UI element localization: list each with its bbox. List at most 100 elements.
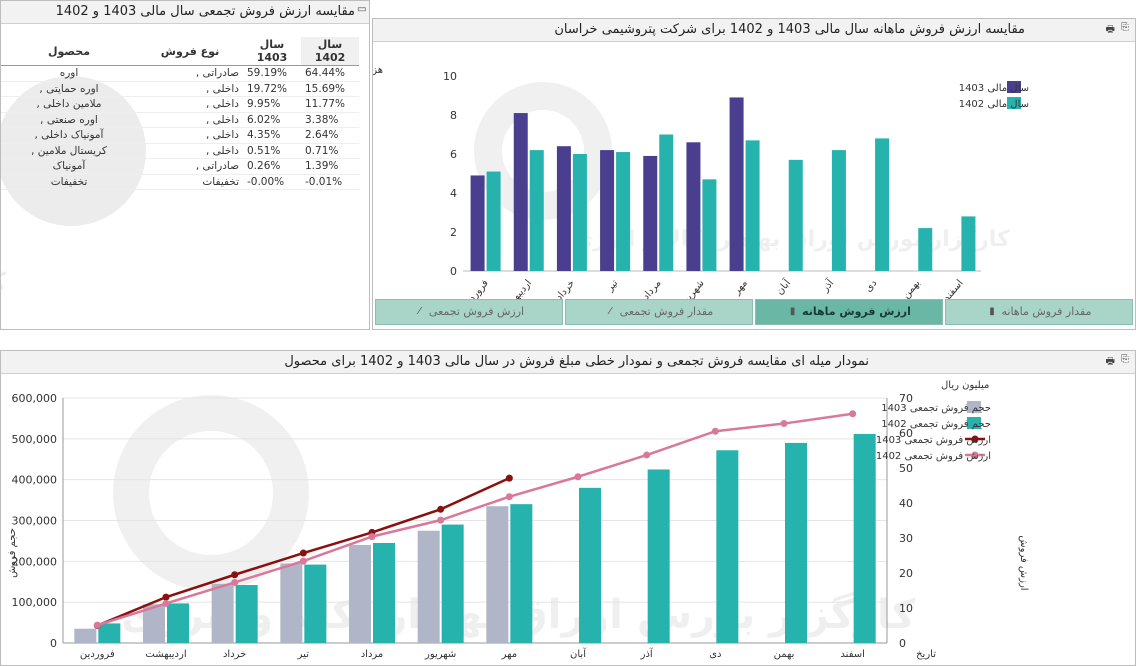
point-cumulative-1402 bbox=[231, 578, 239, 586]
bar-1402 bbox=[918, 228, 933, 271]
cell-sale-type: داخلی , bbox=[137, 143, 243, 159]
y-tick-label: 6 bbox=[450, 148, 457, 161]
line-cumulative-1402 bbox=[96, 412, 853, 627]
bar-1402 bbox=[831, 150, 846, 271]
point-cumulative-1402 bbox=[162, 599, 170, 607]
bar-1402 bbox=[702, 179, 717, 271]
bar-cumulative-1403 bbox=[211, 583, 234, 643]
legend-swatch-marker bbox=[971, 451, 979, 459]
print-icon[interactable]: 🖶 bbox=[1105, 356, 1115, 367]
line-chart-icon: ⁄ bbox=[418, 306, 421, 317]
legend-label: سال مالی 1402 bbox=[959, 99, 1029, 110]
x-tick-label: مرداد bbox=[361, 649, 384, 660]
y-left-axis-label: حجم فروش bbox=[7, 528, 18, 578]
point-cumulative-1402 bbox=[437, 516, 445, 524]
panel-menu-icon[interactable]: ▭ bbox=[357, 4, 367, 15]
x-tick-label: آذر bbox=[640, 647, 654, 660]
tab-3[interactable]: مقدار فروش تجمعی ⁄ bbox=[565, 299, 753, 325]
x-tick-label: اسفند bbox=[840, 649, 864, 660]
bar-cumulative-1402 bbox=[235, 585, 258, 643]
cell-product: کریستال ملامین , bbox=[1, 143, 137, 159]
print-icon[interactable]: 🖶 bbox=[1105, 24, 1115, 35]
header-sale-type[interactable]: نوع فروش bbox=[137, 37, 243, 66]
bar-cumulative-1403 bbox=[74, 628, 97, 643]
cell-product: آمونیاک bbox=[1, 158, 137, 175]
bar-cumulative-1402 bbox=[510, 504, 533, 643]
export-icon[interactable]: ⎘ bbox=[1121, 354, 1129, 365]
cumulative-panel-titlebar: نمودار میله ای مقایسه فروش تجمعی و نمودا… bbox=[1, 351, 1135, 374]
cell-1402: 3.38% bbox=[301, 112, 359, 128]
point-cumulative-1403 bbox=[231, 571, 239, 579]
y-right-tick-label: 60 bbox=[899, 427, 913, 440]
legend-swatch-bar bbox=[967, 401, 981, 413]
cell-sale-type: داخلی , bbox=[137, 127, 243, 144]
legend-label: ارزش فروش تجمعی 1403 bbox=[876, 435, 991, 446]
table-row[interactable]: 2.64% 4.35% داخلی , آمونیاک داخلی , bbox=[1, 127, 359, 144]
cell-product: اوره bbox=[1, 65, 137, 82]
tab-label: مقدار فروش تجمعی bbox=[619, 305, 714, 318]
x-tick-label: تیر bbox=[604, 278, 620, 295]
header-1402[interactable]: سال 1402 bbox=[301, 37, 359, 66]
tab-1[interactable]: مقدار فروش ماهانه ▮ bbox=[945, 299, 1133, 325]
table-row[interactable]: 15.69% 19.72% داخلی , اوره حمایتی , bbox=[1, 81, 359, 97]
cell-1403: 0.26% bbox=[243, 158, 301, 175]
legend-swatch-bar bbox=[967, 417, 981, 429]
cell-1403: 6.02% bbox=[243, 112, 301, 128]
export-icon[interactable]: ⎘ bbox=[1121, 22, 1129, 33]
point-cumulative-1403 bbox=[299, 549, 307, 557]
x-tick-label: آبان bbox=[773, 276, 794, 298]
table-row[interactable]: 1.39% 0.26% صادراتی , آمونیاک bbox=[1, 158, 359, 175]
bar-1402 bbox=[486, 171, 501, 271]
table-row[interactable]: 64.44% 59.19% صادراتی , اوره bbox=[1, 65, 359, 82]
bar-cumulative-1403 bbox=[417, 530, 440, 643]
y-tick-label: 4 bbox=[450, 187, 457, 200]
y-tick-label: 2 bbox=[450, 226, 457, 239]
x-tick-label: خرداد bbox=[223, 649, 246, 660]
x-tick-label: آذر bbox=[818, 276, 837, 295]
table-panel-titlebar: ▭ مقایسه ارزش فروش تجمعی سال مالی 1403 و… bbox=[1, 1, 369, 24]
cell-1403: 0.51% bbox=[243, 143, 301, 159]
y-tick-label: 0 bbox=[450, 265, 457, 278]
bar-chart-icon: ▮ bbox=[789, 306, 796, 317]
table-row[interactable]: 0.71% 0.51% داخلی , کریستال ملامین , bbox=[1, 143, 359, 159]
cell-product: آمونیاک داخلی , bbox=[1, 127, 137, 144]
y-tick-label: 8 bbox=[450, 109, 457, 122]
cell-sale-type: صادراتی , bbox=[137, 65, 243, 82]
sales-share-table: سال 1402 سال 1403 نوع فروش محصول 64.44% 59.… bbox=[1, 37, 359, 190]
bar-chart-icon: ▮ bbox=[989, 306, 995, 317]
point-cumulative-1402 bbox=[505, 493, 513, 501]
bar-cumulative-1403 bbox=[349, 545, 371, 643]
header-1403-year: 1403 bbox=[256, 51, 288, 64]
point-cumulative-1402 bbox=[93, 621, 101, 629]
cell-1402: 11.77% bbox=[301, 96, 359, 113]
header-1403-label: سال bbox=[259, 38, 285, 51]
line-chart-icon: ⁄ bbox=[609, 306, 611, 317]
tab-4[interactable]: ارزش فروش تجمعی ⁄ bbox=[375, 299, 563, 325]
table-row[interactable]: 11.77% 9.95% داخلی , ملامین داخلی , bbox=[1, 96, 359, 113]
cumulative-chart-panel: نمودار میله ای مقایسه فروش تجمعی و نمودا… bbox=[0, 350, 1136, 666]
cell-sale-type: صادراتی , bbox=[137, 158, 243, 175]
cell-sale-type: داخلی , bbox=[137, 96, 243, 113]
bar-cumulative-1403 bbox=[486, 506, 509, 643]
table-row[interactable]: -0.01% -0.00% تخفیفات تخفیفات bbox=[1, 174, 359, 190]
chart-tabs: مقدار فروش ماهانه▮ ارزش فروش ماهانه▮ مقدار… bbox=[375, 299, 1133, 327]
header-1402-label: سال bbox=[317, 38, 343, 51]
tab-2[interactable]: ارزش فروش ماهانه ▮ bbox=[755, 299, 943, 325]
cell-1403: 19.72% bbox=[243, 81, 301, 97]
point-cumulative-1402 bbox=[780, 420, 788, 428]
bar-1403 bbox=[470, 175, 485, 271]
header-1403[interactable]: سال 1403 bbox=[243, 37, 301, 66]
point-cumulative-1402 bbox=[849, 410, 857, 418]
header-product[interactable]: محصول bbox=[1, 37, 137, 66]
point-cumulative-1402 bbox=[574, 473, 582, 481]
cell-1403: 4.35% bbox=[243, 127, 301, 144]
bar-cumulative-1403 bbox=[280, 563, 303, 643]
header-1402-year: 1402 bbox=[314, 51, 346, 64]
x-tick-label: فروردین bbox=[80, 649, 115, 660]
y-right-tick-label: 70 bbox=[899, 392, 913, 405]
table-row[interactable]: 3.38% 6.02% داخلی , اوره صنعتی , bbox=[1, 112, 359, 128]
bar-cumulative-1402 bbox=[579, 487, 601, 643]
cell-1402: 2.64% bbox=[301, 127, 359, 144]
bar-1402 bbox=[529, 150, 544, 271]
y-left-tick-label: 0 bbox=[50, 637, 57, 650]
